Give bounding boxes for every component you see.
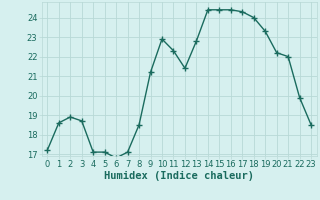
X-axis label: Humidex (Indice chaleur): Humidex (Indice chaleur) <box>104 171 254 181</box>
